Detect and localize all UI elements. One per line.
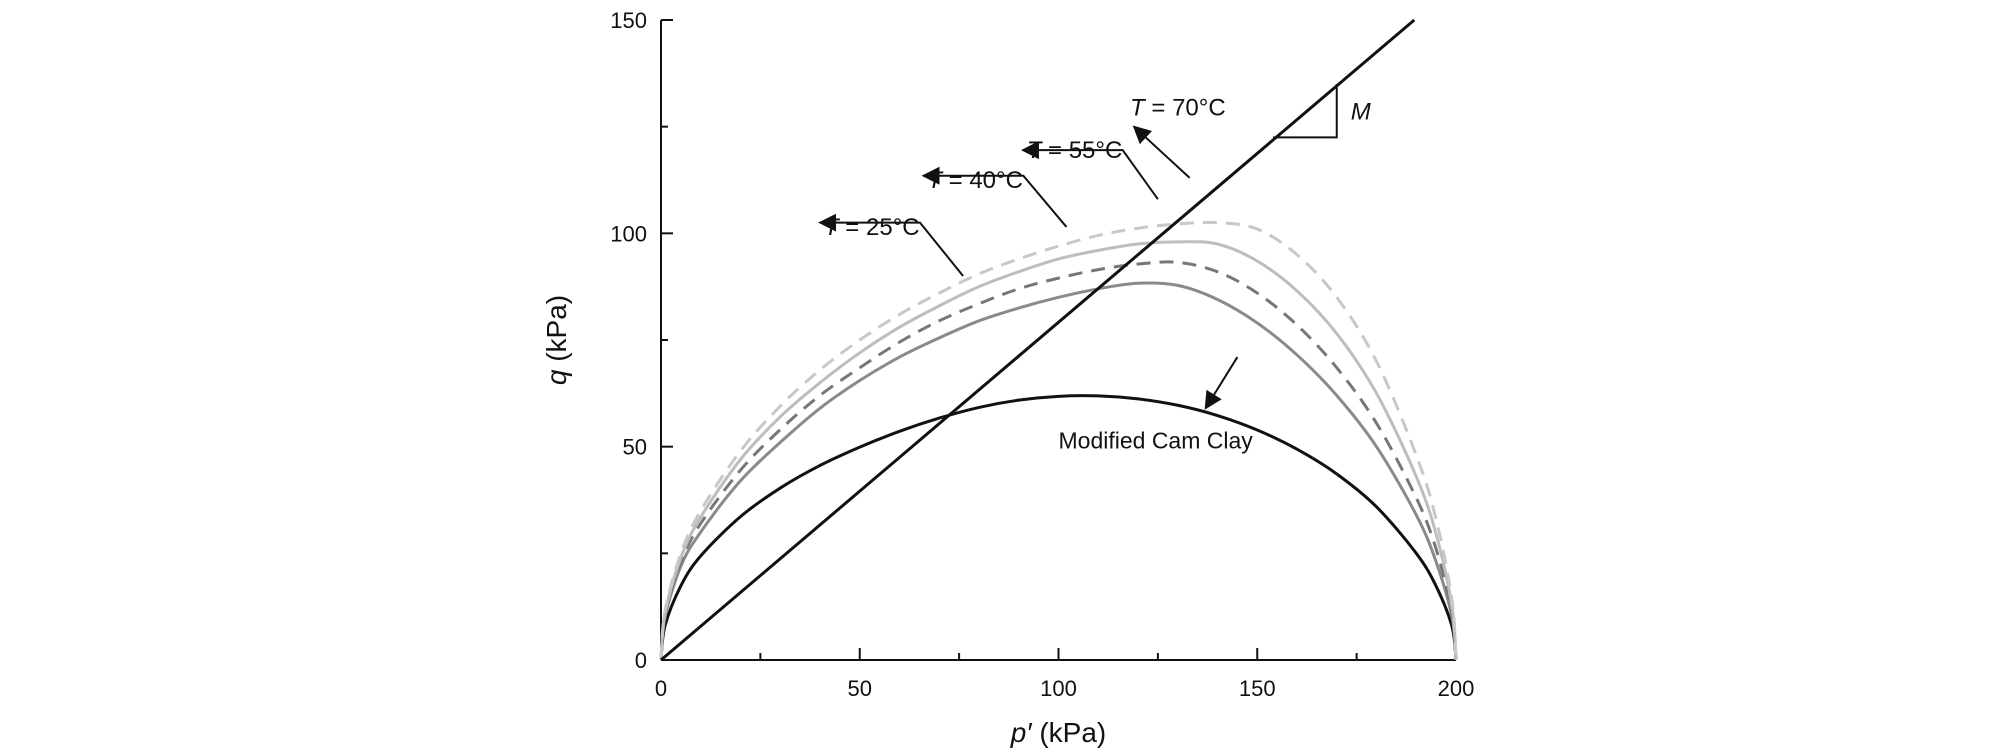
y-tick-label: 0 [635, 648, 647, 673]
y-axis-unit: (kPa) [541, 295, 572, 370]
annotation-rest: = 25°C [839, 214, 920, 241]
series-layer [659, 18, 1458, 662]
series-line-t40 [659, 260, 1458, 661]
series-line-csl [660, 18, 1416, 662]
slope-triangle-lines [1273, 84, 1338, 139]
x-tick-label: 0 [655, 676, 667, 701]
y-tick-label: 100 [610, 221, 647, 246]
annotation-label-t40: T = 40°C [927, 167, 1023, 194]
y-axis-var: q [541, 369, 572, 385]
ticks: 0 50 100 150 200 0 50 100 150 [610, 8, 1474, 701]
annotation-arrow-amcc [1204, 356, 1239, 410]
annotation-label-t25: T = 25°C [824, 214, 920, 241]
annotation-arrow-a25 [818, 213, 964, 277]
annotation-var: T [1130, 94, 1147, 121]
y-axis-title: q (kPa) [541, 295, 572, 385]
annotation-arrow-a55 [1020, 141, 1159, 200]
slope-triangle: M [1273, 84, 1371, 139]
x-tick-label: 50 [848, 676, 872, 701]
annotation-rest: = 40°C [942, 167, 1023, 194]
y-tick-label: 150 [610, 8, 647, 33]
y-tick-label: 50 [623, 435, 647, 460]
slope-label: M [1351, 99, 1371, 126]
annotation-arrow-a40 [921, 166, 1068, 228]
x-tick-label: 150 [1239, 676, 1276, 701]
annotation-label-mcc: Modified Cam Clay [1059, 427, 1254, 453]
series-line-t25 [659, 281, 1458, 661]
series-line-mcc [659, 394, 1458, 661]
x-tick-label: 100 [1040, 676, 1077, 701]
x-axis-title: p′ (kPa) [1010, 717, 1107, 748]
x-axis-var: p′ [1010, 717, 1034, 748]
series-line-t70 [659, 220, 1458, 661]
annotation-rest: = 70°C [1145, 94, 1226, 121]
x-tick-label: 200 [1438, 676, 1475, 701]
annotation-layer: T = 70°C T = 55°C T = 40°C T = 25°C Modi… [818, 94, 1254, 453]
annotation-label-t70: T = 70°C [1130, 94, 1226, 121]
annotation-arrow-a70 [1132, 125, 1191, 179]
series-line-t55 [659, 240, 1458, 661]
x-axis-unit: (kPa) [1032, 717, 1107, 748]
